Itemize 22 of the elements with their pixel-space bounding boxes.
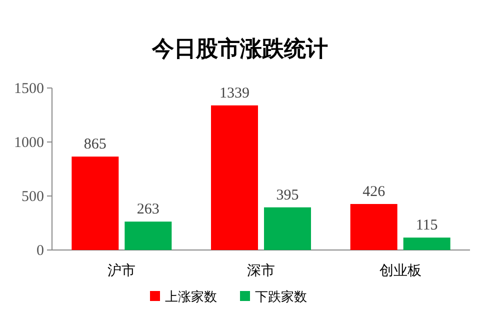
- bar: [350, 204, 398, 250]
- bar: [403, 238, 450, 250]
- data-label: 263: [136, 202, 160, 218]
- data-label: 1339: [220, 85, 250, 102]
- bar: [124, 222, 172, 250]
- bar: [72, 156, 119, 250]
- data-label: 865: [84, 136, 106, 153]
- data-label: 115: [416, 218, 438, 234]
- x-tick-label: 沪市: [108, 263, 136, 279]
- data-label: 426: [362, 184, 386, 200]
- legend-label: 下跌家数: [255, 289, 307, 304]
- y-tick-label: 1500: [14, 81, 44, 97]
- legend-label: 上涨家数: [165, 289, 217, 304]
- bar: [264, 207, 311, 250]
- x-tick-label: 创业板: [379, 263, 422, 279]
- y-tick-label: 1000: [14, 135, 44, 151]
- y-tick-label: 0: [36, 243, 44, 259]
- data-label: 395: [276, 187, 299, 204]
- title: 今日股市涨跌统计: [152, 36, 328, 61]
- x-tick-label: 深市: [247, 263, 275, 279]
- bar: [211, 105, 258, 250]
- y-tick-label: 500: [22, 189, 44, 205]
